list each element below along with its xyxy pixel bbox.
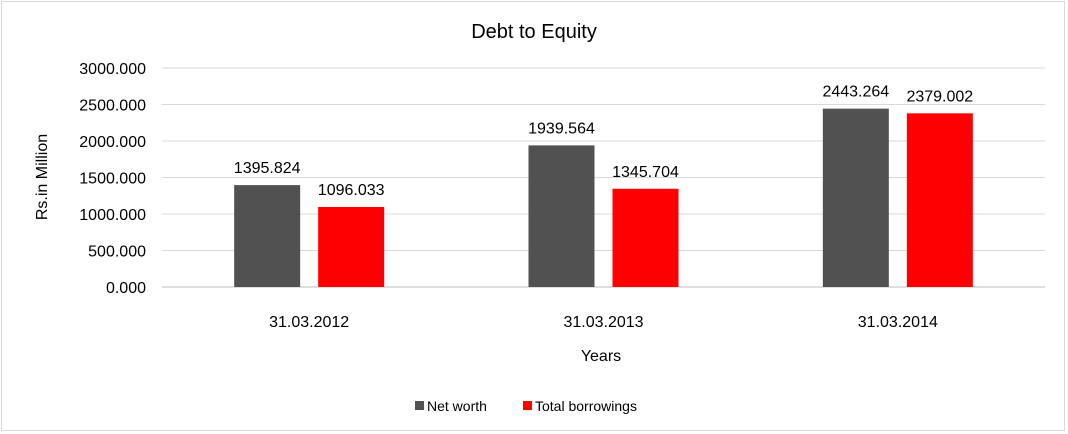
y-tick-label: 2000.000 [79, 134, 146, 151]
data-label: 2443.264 [822, 84, 889, 101]
y-tick-label: 2500.000 [79, 98, 146, 115]
y-tick-label: 0.000 [106, 280, 146, 297]
bar-total-borrowings [906, 113, 973, 287]
y-tick-label: 1000.000 [79, 207, 146, 224]
x-tick-label: 31.03.2012 [269, 314, 349, 331]
bar-total-borrowings [612, 188, 679, 287]
bars [234, 108, 973, 288]
x-axis-tick-labels: 31.03.2012 31.03.2013 31.03.2014 [269, 314, 938, 331]
legend-label: Total borrowings [535, 398, 637, 414]
x-tick-label: 31.03.2013 [563, 314, 643, 331]
gridlines [162, 67, 1045, 288]
bar-net-worth [822, 108, 889, 288]
y-tick-label: 1500.000 [79, 171, 146, 188]
y-axis-title: Rs.in Million [34, 134, 51, 220]
data-label: 2379.002 [906, 88, 973, 105]
legend-swatch [523, 401, 532, 410]
bar-net-worth [234, 185, 301, 287]
data-labels: 1395.824 1096.033 1939.564 1345.704 2443.264… [234, 84, 974, 199]
data-label: 1096.033 [318, 182, 385, 199]
legend: Net worth Total borrowings [415, 398, 637, 414]
data-label: 1345.704 [612, 164, 679, 181]
x-axis-title: Years [581, 348, 621, 365]
bar-total-borrowings [318, 206, 385, 287]
bar-net-worth [528, 145, 595, 287]
y-tick-label: 500.000 [88, 244, 146, 261]
x-tick-label: 31.03.2014 [858, 314, 938, 331]
legend-swatch [415, 401, 424, 410]
legend-label: Net worth [427, 398, 487, 414]
data-label: 1939.564 [528, 120, 595, 137]
chart-title: Debt to Equity [471, 21, 597, 43]
y-axis-tick-labels: 0.000 500.000 1000.000 1500.000 2000.000 2500… [79, 61, 146, 297]
data-label: 1395.824 [234, 160, 301, 177]
y-tick-label: 3000.000 [79, 61, 146, 78]
